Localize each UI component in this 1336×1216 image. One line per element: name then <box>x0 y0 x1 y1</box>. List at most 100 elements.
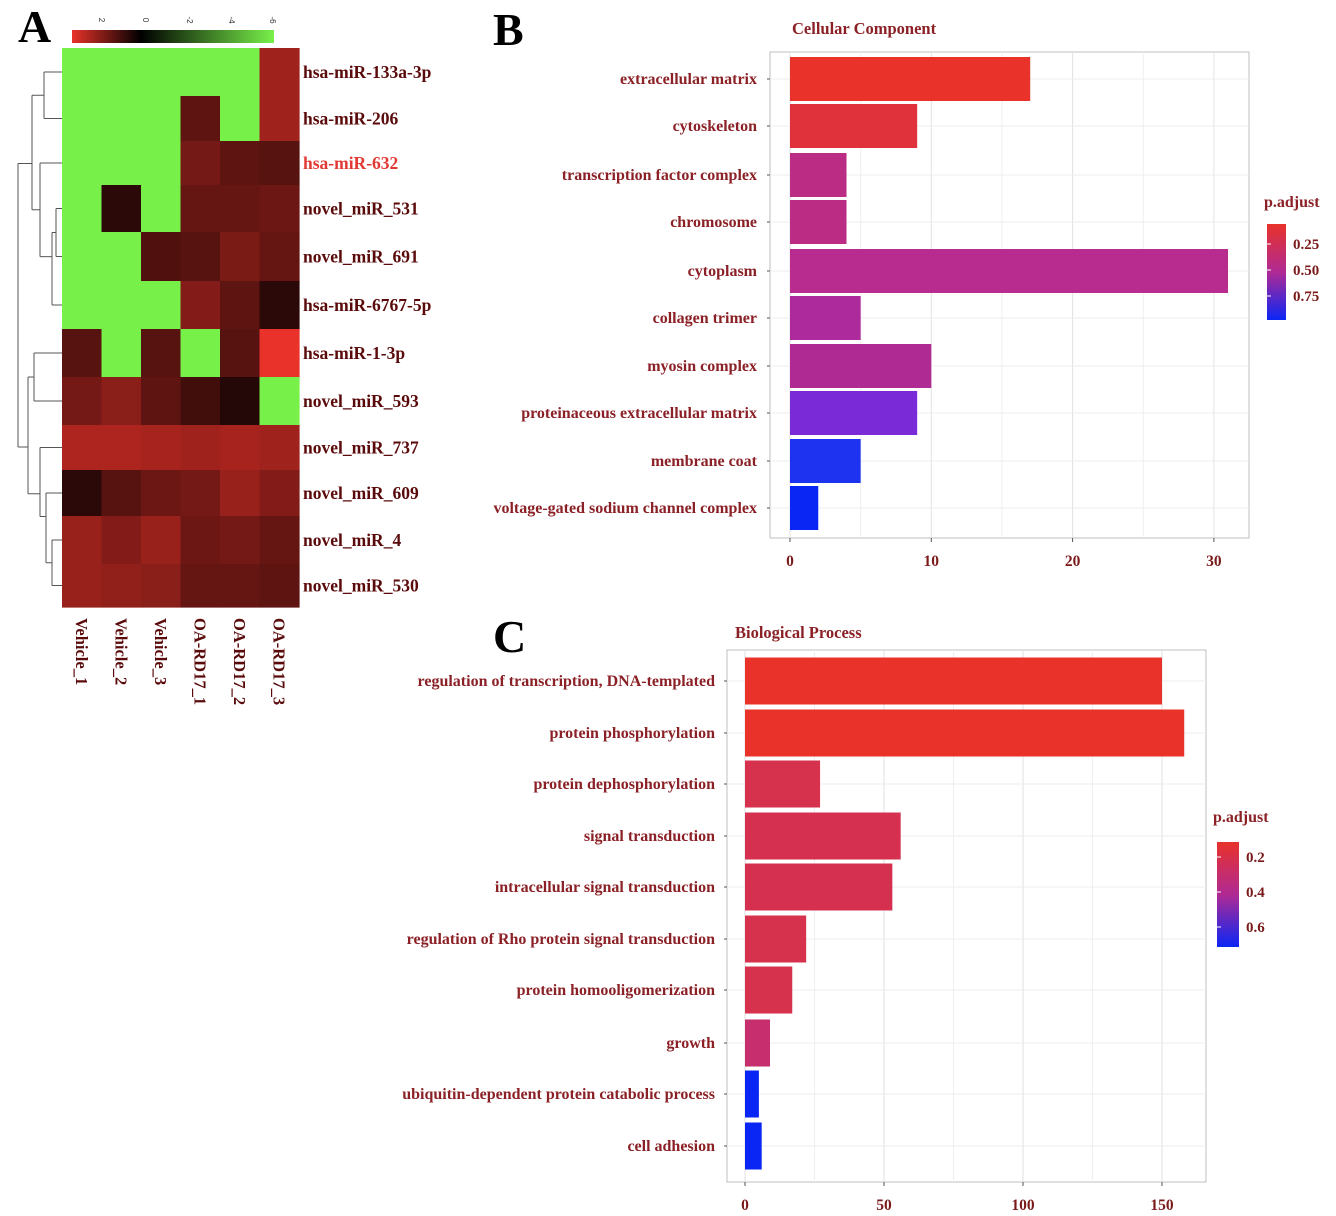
heatmap-cell <box>101 96 142 142</box>
bar-ubiquitin-dependent-protein-catabolic-process <box>745 1070 759 1118</box>
heatmap-cell <box>62 516 103 565</box>
x-tick-label: 30 <box>1206 553 1222 570</box>
bar-protein-homooligomerization <box>745 966 793 1014</box>
x-tick-label: 50 <box>876 1197 892 1214</box>
row-dendrogram <box>17 71 62 586</box>
color-scale-tick: -2 <box>185 16 194 24</box>
heatmap-row-label: hsa-miR-206 <box>303 109 399 129</box>
category-label: myosin complex <box>647 358 757 375</box>
heatmap-cell <box>259 141 300 186</box>
heatmap-cell <box>101 516 142 565</box>
heatmap-column-label: OA-RD17_1 <box>190 618 209 705</box>
heatmap-cell <box>220 141 261 186</box>
heatmap-cell <box>180 141 221 186</box>
color-scale-tick: 2 <box>97 18 106 23</box>
x-tick-label: 150 <box>1150 1197 1174 1214</box>
heatmap-column-label: Vehicle_3 <box>151 618 170 685</box>
heatmap-cell <box>180 329 221 378</box>
bar-intracellular-signal-transduction <box>745 863 893 911</box>
heatmap-cell <box>180 185 221 233</box>
heatmap-cell <box>141 185 182 233</box>
bar-proteinaceous-extracellular-matrix <box>790 391 918 435</box>
heatmap-cell <box>220 48 261 97</box>
heatmap-cell <box>141 377 182 426</box>
heatmap-cell <box>141 516 182 565</box>
heatmap-cell <box>62 329 103 378</box>
heatmap-cell <box>101 185 142 233</box>
heatmap-cell <box>180 232 221 282</box>
heatmap-cell <box>259 232 300 282</box>
heatmap-cell <box>62 141 103 186</box>
category-label: proteinaceous extracellular matrix <box>521 405 757 422</box>
x-tick-label: 20 <box>1065 553 1081 570</box>
chart-title-c: Biological Process <box>735 623 862 642</box>
category-label: protein homooligomerization <box>517 982 715 999</box>
heatmap-cell <box>101 470 142 517</box>
bar-regulation-of-rho-protein-signal-transduction <box>745 915 807 963</box>
legend-colorbar-c <box>1217 842 1239 947</box>
bar-regulation-of-transcription-dna-templated <box>745 657 1162 705</box>
legend-tick-label: 0.6 <box>1246 920 1265 936</box>
heatmap-cell <box>101 281 142 330</box>
heatmap-cell <box>220 377 261 426</box>
category-label: growth <box>666 1035 715 1052</box>
heatmap-cell <box>259 470 300 517</box>
bar-protein-phosphorylation <box>745 709 1185 757</box>
bar-voltage-gated-sodium-channel-complex <box>790 486 819 530</box>
bar-collagen-trimer <box>790 296 861 340</box>
category-label: chromosome <box>670 214 757 231</box>
heatmap-cell <box>141 48 182 97</box>
heatmap-cell <box>220 281 261 330</box>
legend-c: p.adjust 0.2 0.4 0.6 <box>1213 809 1269 947</box>
legend-tick-label: 0.50 <box>1293 263 1319 279</box>
heatmap-cell <box>220 516 261 565</box>
legend-tick-label: 0.25 <box>1293 237 1319 253</box>
color-scale-tick: -6 <box>268 16 277 24</box>
color-scale-tick: -4 <box>227 16 236 24</box>
heatmap-cell <box>259 96 300 142</box>
heatmap-cell <box>141 470 182 517</box>
heatmap-row-label: novel_miR_4 <box>303 530 401 550</box>
bar-protein-dephosphorylation <box>745 760 821 808</box>
heatmap-cell <box>62 377 103 426</box>
heatmap-cell <box>259 185 300 233</box>
heatmap-row-label: novel_miR_593 <box>303 391 419 411</box>
category-label: collagen trimer <box>653 310 757 327</box>
heatmap-column-labels: Vehicle_1 Vehicle_2 Vehicle_3 OA-RD17_1 OA-R… <box>72 618 289 705</box>
heatmap-cell <box>180 96 221 142</box>
heatmap-row-label: hsa-miR-133a-3p <box>303 62 432 82</box>
heatmap-column-label: Vehicle_2 <box>111 618 130 685</box>
heatmap-cell <box>101 329 142 378</box>
category-label: cytoplasm <box>688 263 758 280</box>
bars-b <box>790 57 1229 530</box>
bar-membrane-coat <box>790 439 861 483</box>
heatmap-row-label: novel_miR_691 <box>303 247 419 267</box>
heatmap-cell <box>180 516 221 565</box>
category-label: signal transduction <box>584 828 715 845</box>
bar-signal-transduction <box>745 812 901 860</box>
legend-title-c: p.adjust <box>1213 809 1269 826</box>
legend-tick-label: 0.75 <box>1293 289 1319 305</box>
heatmap-cell <box>259 564 300 608</box>
heatmap-cell <box>62 96 103 142</box>
heatmap-cell <box>259 516 300 565</box>
heatmap-cell <box>220 96 261 142</box>
category-label: regulation of transcription, DNA-templat… <box>418 673 716 690</box>
panel-letter-a: A <box>18 1 51 52</box>
heatmap-cell <box>220 470 261 517</box>
legend-tick-label: 0.2 <box>1246 850 1265 866</box>
heatmap-cells <box>62 48 300 608</box>
heatmap-row-label: hsa-miR-632 <box>303 153 398 173</box>
bars-c <box>745 657 1185 1170</box>
bar-cytoplasm <box>790 249 1229 293</box>
bar-transcription-factor-complex <box>790 153 847 197</box>
bar-myosin-complex <box>790 344 932 388</box>
heatmap-cell <box>141 564 182 608</box>
heatmap-row-label: novel_miR_531 <box>303 199 419 219</box>
heatmap-row-labels: hsa-miR-133a-3p hsa-miR-206 hsa-miR-632 nov… <box>303 62 432 596</box>
heatmap-row-label: hsa-miR-1-3p <box>303 343 405 363</box>
heatmap-row-label: novel_miR_530 <box>303 576 419 596</box>
heatmap-cell <box>62 425 103 471</box>
heatmap-cell <box>180 425 221 471</box>
